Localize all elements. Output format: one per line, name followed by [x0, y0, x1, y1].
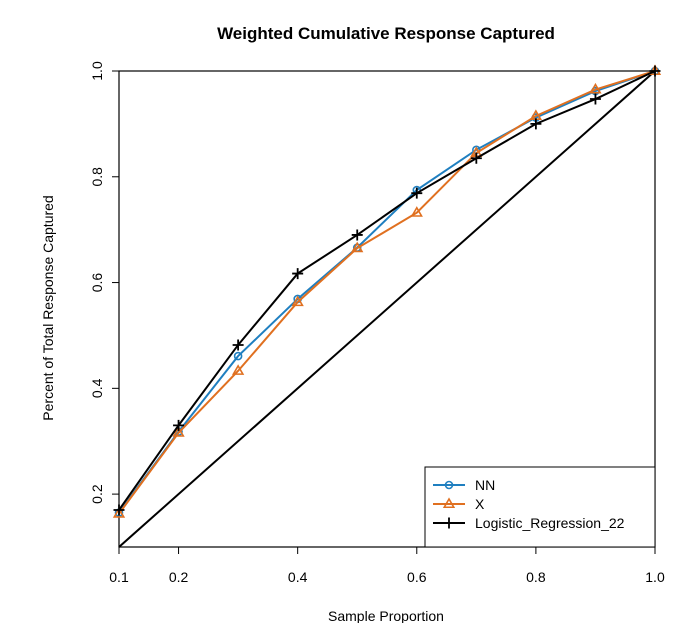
y-tick-label: 0.2	[89, 484, 105, 504]
legend-box	[424, 466, 656, 548]
legend-marker-x	[442, 497, 456, 509]
data-point-logistic-regression-22	[530, 118, 542, 130]
series-logistic-regression-22	[113, 65, 661, 516]
data-point-x	[589, 82, 602, 94]
x-tick-label: 0.2	[169, 569, 189, 585]
data-point-x	[351, 241, 364, 253]
x-axis-label: Sample Proportion	[328, 608, 444, 623]
series-nn	[114, 66, 660, 517]
legend-marker-nn	[444, 480, 454, 490]
series-line-nn	[118, 70, 656, 514]
legend-label-nn: NN	[475, 477, 495, 493]
y-tick-label: 0.6	[89, 273, 105, 293]
chart-title: Weighted Cumulative Response Captured	[217, 24, 555, 43]
legend-marker-logistic-regression-22	[443, 517, 455, 529]
data-point-logistic-regression-22	[351, 229, 363, 241]
y-tick-label: 0.8	[89, 167, 105, 187]
series-line-x	[118, 70, 656, 515]
data-point-x	[291, 295, 304, 307]
legend-label-logistic-regression-22: Logistic_Regression_22	[475, 515, 625, 531]
data-point-logistic-regression-22	[173, 419, 185, 431]
data-point-logistic-regression-22	[589, 93, 601, 105]
data-point-logistic-regression-22	[113, 504, 125, 516]
y-tick-label: 1.0	[89, 61, 105, 81]
x-tick-label: 0.6	[407, 569, 427, 585]
axes: 0.1 0.2 0.4 0.6 0.8 1.0 0.2 0.4 0.6 0.8 1.0	[89, 61, 665, 585]
data-point-x	[410, 206, 423, 217]
series-layer	[112, 64, 662, 518]
reference-diagonal-line	[118, 70, 656, 548]
data-point-x	[112, 507, 126, 518]
x-tick-label: 1.0	[645, 569, 665, 585]
series-x	[112, 64, 662, 518]
x-tick-label: 0.4	[288, 569, 308, 585]
x-tick-label: 0.8	[526, 569, 546, 585]
data-point-logistic-regression-22	[470, 152, 482, 164]
data-point-x	[231, 364, 245, 375]
data-point-logistic-regression-22	[649, 65, 661, 77]
x-tick-label: 0.1	[109, 569, 129, 585]
reference-line-layer	[118, 70, 656, 548]
legend-label-x: X	[475, 496, 485, 512]
data-point-x	[172, 426, 185, 437]
y-tick-label: 0.4	[89, 378, 105, 398]
data-point-logistic-regression-22	[232, 339, 244, 351]
y-axis-label: Percent of Total Response Captured	[40, 195, 56, 420]
data-point-nn	[233, 351, 243, 361]
plot-frame	[118, 70, 656, 548]
data-point-logistic-regression-22	[411, 187, 423, 199]
data-point-logistic-regression-22	[292, 268, 304, 280]
series-line-logistic-regression-22	[118, 70, 656, 511]
legend: NN X Logistic_Regression_22	[424, 466, 656, 548]
